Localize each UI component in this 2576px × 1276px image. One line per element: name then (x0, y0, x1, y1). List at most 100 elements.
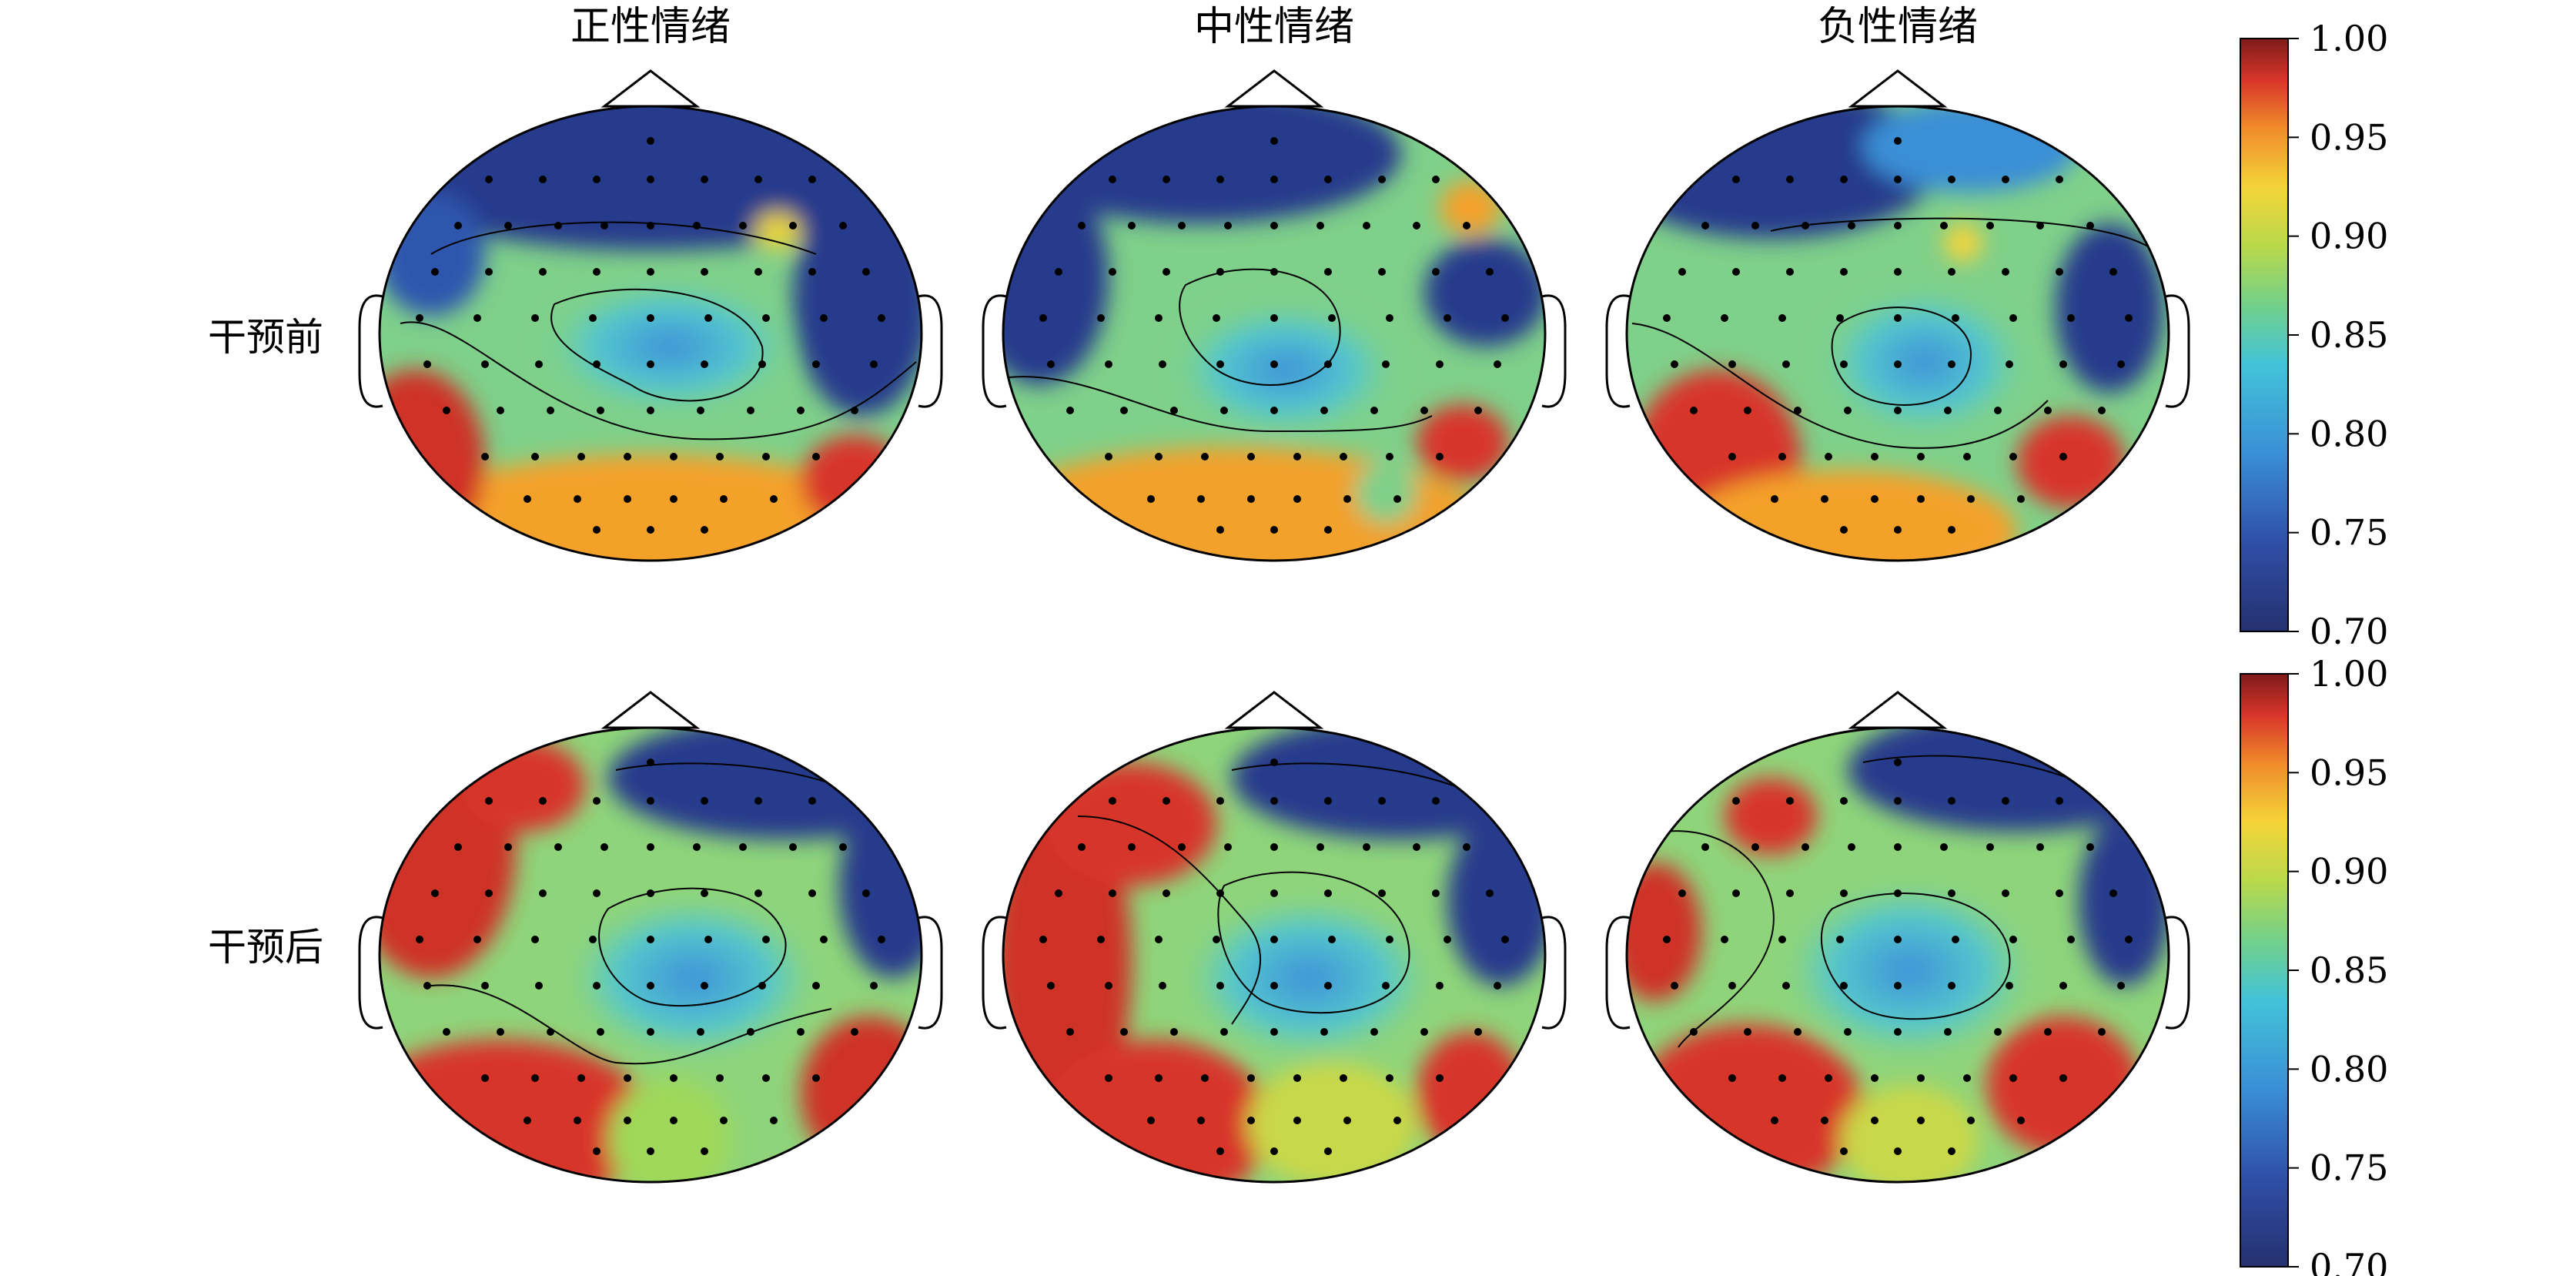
electrode-dot (574, 495, 581, 503)
electrode-dot (1771, 1117, 1778, 1124)
colorbar-bottom-tick-label: 1.00 (2310, 653, 2388, 695)
electrode-dot (1494, 360, 1501, 368)
electrode-dot (589, 936, 597, 943)
electrode-dot (762, 936, 770, 943)
electrode-dot (2086, 843, 2094, 851)
electrode-dot (1894, 526, 1902, 534)
electrode-dot (1871, 1074, 1878, 1082)
electrode-dot (1690, 1028, 1698, 1036)
electrode-dot (1894, 360, 1902, 368)
electrode-dot (701, 360, 708, 368)
electrode-dot (1794, 1028, 1802, 1036)
electrode-dot (624, 453, 631, 460)
electrode-dot (2009, 453, 2017, 460)
electrode-dot (1039, 936, 1047, 943)
electrode-dot (1270, 889, 1278, 897)
electrode-dot (1917, 495, 1925, 503)
electrode-dot (593, 360, 601, 368)
electrode-dot (1201, 453, 1209, 460)
electrode-dot (1216, 526, 1224, 534)
electrode-dot (2002, 889, 2009, 897)
electrode-dot (1370, 407, 1378, 414)
electrode-dot (878, 314, 885, 322)
left-ear-icon (358, 294, 383, 408)
electrode-dot (1444, 936, 1451, 943)
electrode-dot (504, 843, 512, 851)
electrode-dot (1109, 889, 1116, 897)
nose-icon (1848, 69, 1948, 108)
electrode-dot (1794, 407, 1802, 414)
electrode-dot (535, 982, 543, 990)
electrode-dot (808, 268, 816, 276)
electrode-dot (1270, 314, 1278, 322)
colorbar-top-gradient (2240, 38, 2289, 632)
electrode-dot (1836, 936, 1844, 943)
colorbar-bottom-gradient (2240, 673, 2289, 1268)
electrode-dot (597, 1028, 604, 1036)
electrode-dot (1432, 268, 1440, 276)
row-label-after: 干预后 (208, 925, 323, 970)
electrode-dot (701, 1147, 708, 1155)
electrode-dot (1721, 936, 1728, 943)
electrode-dot (1343, 1117, 1351, 1124)
electrode-dot (1270, 982, 1278, 990)
electrode-dot (1163, 797, 1170, 805)
electrode-dot (1894, 176, 1902, 183)
electrode-dot (1751, 222, 1759, 229)
electrode-dot (862, 889, 870, 897)
electrode-dot (1170, 1028, 1178, 1036)
electrode-dot (554, 843, 562, 851)
electrode-dot (1224, 222, 1232, 229)
electrode-dot (1486, 889, 1494, 897)
electrode-dot (1952, 936, 1959, 943)
electrode-dot (1270, 137, 1278, 145)
electrode-dot (851, 407, 858, 414)
electrode-dot (1413, 843, 1420, 851)
electrode-dot (593, 1147, 601, 1155)
electrode-dot (1324, 889, 1332, 897)
electrode-dot (1270, 843, 1278, 851)
electrode-dot (701, 526, 708, 534)
electrode-dot (1120, 407, 1128, 414)
electrode-dot (701, 797, 708, 805)
electrode-dot (670, 1074, 677, 1082)
electrode-dot (647, 314, 654, 322)
electrode-dot (1436, 982, 1444, 990)
electrode-dot (862, 268, 870, 276)
electrode-dot (1894, 314, 1902, 322)
electrode-dot (2056, 268, 2063, 276)
electrode-dot (2009, 314, 2017, 322)
electrode-dot (762, 314, 770, 322)
electrode-dot (481, 453, 489, 460)
column-title-neutral: 中性情绪 (1194, 4, 1354, 50)
electrode-dot (1393, 1117, 1401, 1124)
electrode-dot (1247, 1074, 1255, 1082)
electrode-dot (697, 407, 704, 414)
electrode-dot (647, 268, 654, 276)
electrode-dot (2125, 936, 2133, 943)
electrode-dot (1247, 1117, 1255, 1124)
electrode-dot (1213, 314, 1220, 322)
electrode-dot (697, 1028, 704, 1036)
electrode-dot (485, 176, 493, 183)
electrode-dot (1940, 222, 1948, 229)
electrode-dot (1378, 889, 1386, 897)
colorbar-top-tick-label: 0.75 (2310, 512, 2388, 554)
electrode-dot (539, 889, 547, 897)
colorbar-top-tick-label: 0.90 (2310, 216, 2388, 257)
electrode-dot (1105, 453, 1112, 460)
electrode-dot (647, 222, 654, 229)
colorbar-top-tick-label: 0.70 (2310, 611, 2388, 652)
electrode-dot (1343, 495, 1351, 503)
electrode-dot (2109, 889, 2117, 897)
electrode-dot (485, 268, 493, 276)
electrode-dot (1821, 1117, 1828, 1124)
electrode-dot (524, 495, 531, 503)
electrode-dot (431, 268, 439, 276)
electrode-dot (547, 407, 554, 414)
electrode-dot (1678, 889, 1686, 897)
electrode-dot (739, 843, 747, 851)
electrode-dot (2059, 1074, 2067, 1082)
electrode-dot (704, 936, 712, 943)
electrode-dot (1802, 222, 1809, 229)
